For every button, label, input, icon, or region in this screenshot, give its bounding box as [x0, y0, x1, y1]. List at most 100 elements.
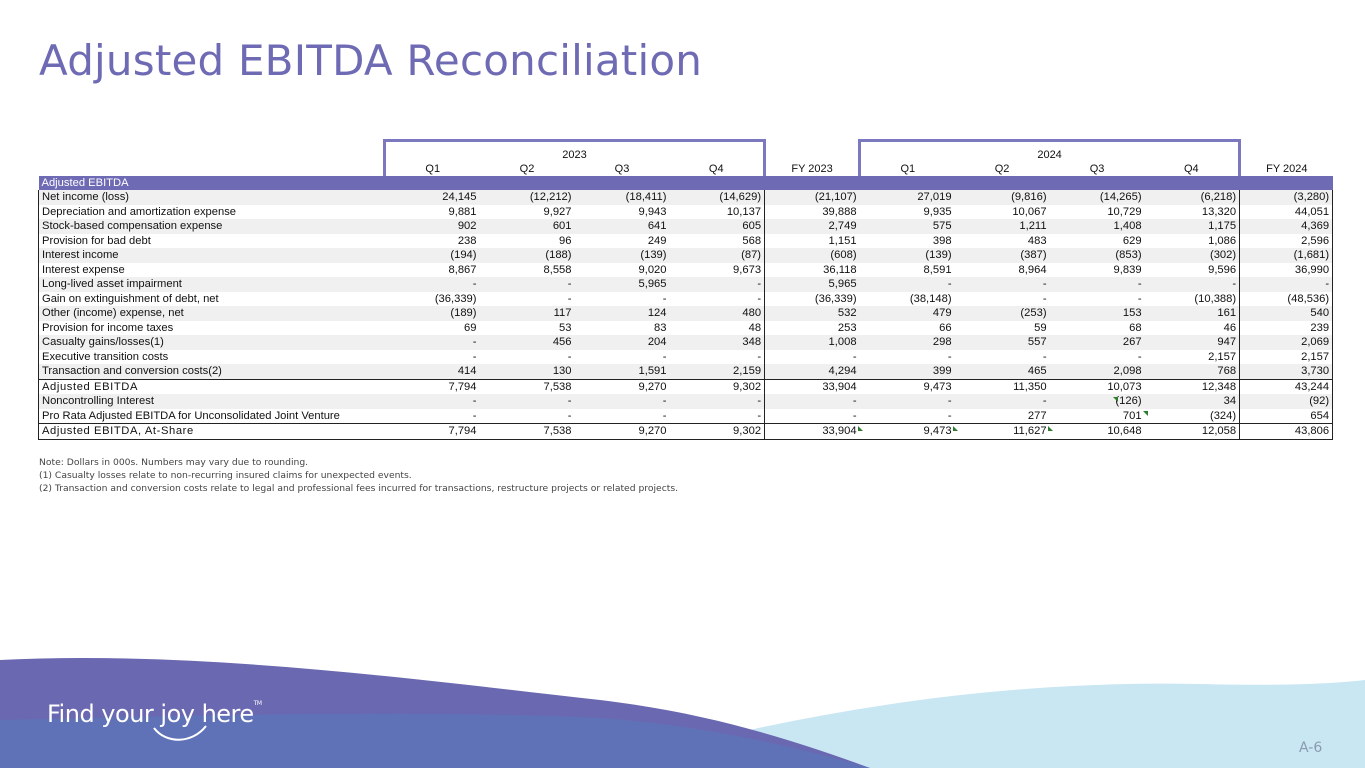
row-value: 2,098 — [1049, 364, 1145, 379]
row-label: Other (income) expense, net — [38, 306, 385, 321]
row-label: Transaction and conversion costs(2) — [38, 364, 385, 379]
footnotes: Note: Dollars in 000s. Numbers may vary … — [39, 456, 678, 495]
row-label: Depreciation and amortization expense — [38, 204, 385, 219]
row-value: 2,069 — [1239, 335, 1334, 350]
row-value: 1,008 — [764, 335, 860, 350]
row-value: (194) — [384, 248, 480, 263]
row-value: 557 — [954, 335, 1050, 350]
row-label: Adjusted EBITDA — [38, 378, 385, 394]
row-value: 153 — [1049, 306, 1145, 321]
comment-marker — [1143, 411, 1148, 416]
table-row: Interest expense 8,867 8,558 9,020 9,673 36,1… — [38, 262, 1334, 277]
table-row: Transaction and conversion costs(2) 414 13… — [38, 364, 1334, 379]
row-value: - — [384, 394, 480, 409]
row-value: (608) — [764, 248, 860, 263]
row-label: Interest expense — [38, 262, 385, 277]
row-value: 204 — [574, 335, 670, 350]
row-value: 11,627 — [954, 423, 1050, 440]
table-row: Stock-based compensation expense 902 601 64… — [38, 219, 1334, 234]
table-row: Noncontrolling Interest - - - - - - - (126) 34 (92… — [38, 394, 1334, 409]
row-value: 9,473 — [859, 378, 955, 394]
table-row: Net income (loss) 24,145 (12,212) (18,411)(… — [38, 190, 1334, 205]
row-value: 9,302 — [669, 423, 765, 440]
row-value: 1,211 — [954, 219, 1050, 234]
row-value: 36,990 — [1239, 262, 1334, 277]
row-value: 2,159 — [669, 364, 765, 379]
row-value: 239 — [1239, 320, 1334, 335]
row-value: - — [859, 277, 955, 292]
row-value: - — [669, 277, 765, 292]
row-value: - — [479, 277, 575, 292]
row-value: 2,596 — [1239, 233, 1334, 248]
row-label: Interest income — [38, 248, 385, 263]
row-value: 2,157 — [1239, 349, 1334, 364]
column-header: Q3 — [614, 163, 630, 175]
row-value: (38,148) — [859, 291, 955, 306]
table-row: Gain on extinguishment of debt, net (36,3… — [38, 291, 1334, 306]
row-value: 12,058 — [1144, 423, 1240, 440]
row-value: 53 — [479, 320, 575, 335]
row-value: - — [1239, 277, 1334, 292]
footnote-general: Note: Dollars in 000s. Numbers may vary … — [39, 457, 309, 468]
row-value: 48 — [669, 320, 765, 335]
row-value: - — [479, 408, 575, 424]
row-value: (324) — [1144, 408, 1240, 424]
row-label: Pro Rata Adjusted EBITDA for Unconsolida… — [38, 408, 385, 424]
row-value: (189) — [384, 306, 480, 321]
section-header-label: Adjusted EBITDA — [38, 176, 385, 190]
table-row: Long-lived asset impairment - -5,965-5,965… — [38, 277, 1334, 292]
row-value: - — [479, 349, 575, 364]
row-value: - — [1049, 349, 1145, 364]
row-value: 532 — [764, 306, 860, 321]
row-value: - — [574, 408, 670, 424]
row-value: - — [1049, 277, 1145, 292]
row-label: Casualty gains/losses(1) — [38, 335, 385, 350]
row-value: 238 — [384, 233, 480, 248]
row-value: 13,320 — [1144, 204, 1240, 219]
footnote-1: (1) Casualty losses relate to non-recurr… — [39, 470, 412, 481]
row-value: 253 — [764, 320, 860, 335]
row-value: 1,591 — [574, 364, 670, 379]
row-value: - — [384, 408, 480, 424]
row-value: 39,888 — [764, 204, 860, 219]
row-value: 249 — [574, 233, 670, 248]
row-value: 479 — [859, 306, 955, 321]
row-value: 12,348 — [1144, 378, 1240, 394]
row-value: 298 — [859, 335, 955, 350]
row-value: - — [859, 408, 955, 424]
year-2023-header: 2023 — [382, 139, 765, 162]
table-row: Depreciation and amortization expense 9,8… — [38, 204, 1334, 219]
row-value: 10,137 — [669, 204, 765, 219]
row-value: (36,339) — [764, 291, 860, 306]
row-value: - — [669, 394, 765, 409]
ebitda-table-container: 2023 2024 Q1 Q2 Q3 Q4 FY 2023 Q1 Q2 Q3 Q4 FY 2024… — [38, 139, 1334, 440]
row-value: - — [669, 349, 765, 364]
row-value: 4,294 — [764, 364, 860, 379]
row-value: - — [954, 291, 1050, 306]
row-value: 947 — [1144, 335, 1240, 350]
row-value: 9,020 — [574, 262, 670, 277]
row-label: Stock-based compensation expense — [38, 219, 385, 234]
row-value: - — [764, 349, 860, 364]
comment-marker — [953, 426, 958, 431]
row-value: - — [1049, 291, 1145, 306]
row-label: Provision for bad debt — [38, 233, 385, 248]
row-value: 3,730 — [1239, 364, 1334, 379]
row-value: 7,794 — [384, 378, 480, 394]
row-value: 8,964 — [954, 262, 1050, 277]
column-header: Q1 — [858, 162, 955, 176]
row-value: (36,339) — [384, 291, 480, 306]
row-value: (48,536) — [1239, 291, 1334, 306]
footer-wave-band — [0, 658, 1365, 768]
row-value: (6,218) — [1144, 190, 1240, 205]
row-value: 46 — [1144, 320, 1240, 335]
row-value: (14,265) — [1049, 190, 1145, 205]
ebitda-reconciliation-table: 2023 2024 Q1 Q2 Q3 Q4 FY 2023 Q1 Q2 Q3 Q4 FY 2024… — [38, 139, 1334, 440]
row-value: 9,270 — [574, 423, 670, 440]
row-value: 34 — [1144, 394, 1240, 409]
row-value: 9,473 — [859, 423, 955, 440]
row-value: 540 — [1239, 306, 1334, 321]
row-value: 9,935 — [859, 204, 955, 219]
row-value: - — [574, 394, 670, 409]
at-share-total-row: Adjusted EBITDA, At-Share 7,794 7,538 9,270… — [38, 423, 1334, 440]
